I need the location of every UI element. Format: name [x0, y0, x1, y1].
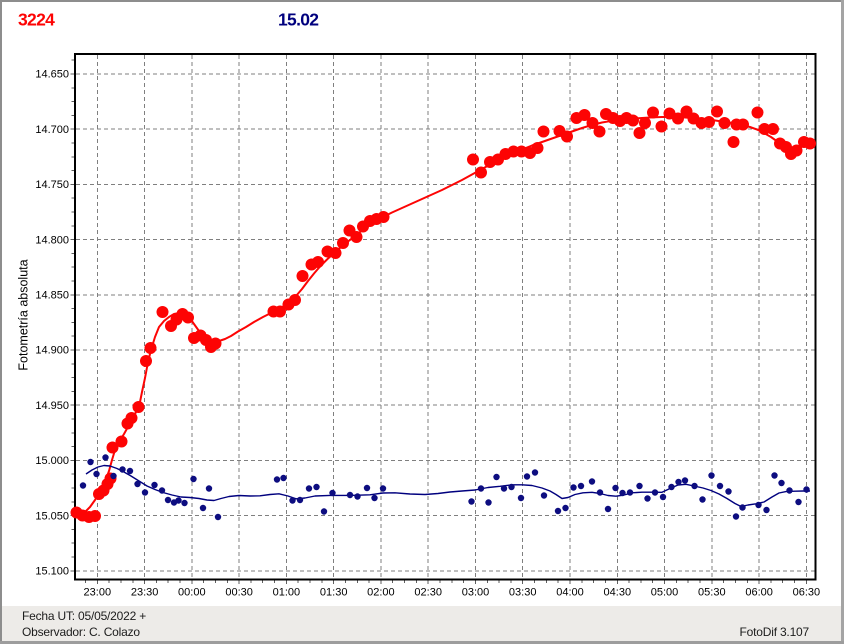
- svg-text:15.050: 15.050: [35, 510, 69, 522]
- svg-text:14.900: 14.900: [35, 345, 69, 357]
- svg-text:01:00: 01:00: [273, 587, 301, 599]
- svg-text:00:30: 00:30: [225, 587, 253, 599]
- svg-text:05:00: 05:00: [651, 587, 679, 599]
- svg-text:23:30: 23:30: [131, 587, 159, 599]
- svg-text:14.850: 14.850: [35, 290, 69, 302]
- svg-text:14.800: 14.800: [35, 234, 69, 246]
- svg-text:05:30: 05:30: [698, 587, 726, 599]
- svg-text:01:30: 01:30: [320, 587, 348, 599]
- svg-text:03:00: 03:00: [462, 587, 490, 599]
- svg-text:02:00: 02:00: [367, 587, 395, 599]
- svg-text:Fotometría absoluta: Fotometría absoluta: [17, 259, 31, 370]
- svg-text:03:30: 03:30: [509, 587, 537, 599]
- svg-text:04:00: 04:00: [556, 587, 584, 599]
- svg-text:00:00: 00:00: [178, 587, 206, 599]
- svg-text:15.100: 15.100: [35, 566, 69, 578]
- svg-text:15.02: 15.02: [278, 10, 319, 30]
- svg-text:06:00: 06:00: [745, 587, 773, 599]
- svg-text:04:30: 04:30: [604, 587, 632, 599]
- svg-text:02:30: 02:30: [414, 587, 442, 599]
- svg-text:14.650: 14.650: [35, 69, 69, 81]
- svg-text:06:30: 06:30: [793, 587, 821, 599]
- svg-text:14.750: 14.750: [35, 179, 69, 191]
- svg-text:14.700: 14.700: [35, 124, 69, 136]
- svg-text:15.000: 15.000: [35, 455, 69, 467]
- svg-text:14.950: 14.950: [35, 400, 69, 412]
- svg-text:3224: 3224: [18, 10, 55, 30]
- svg-text:23:00: 23:00: [84, 587, 112, 599]
